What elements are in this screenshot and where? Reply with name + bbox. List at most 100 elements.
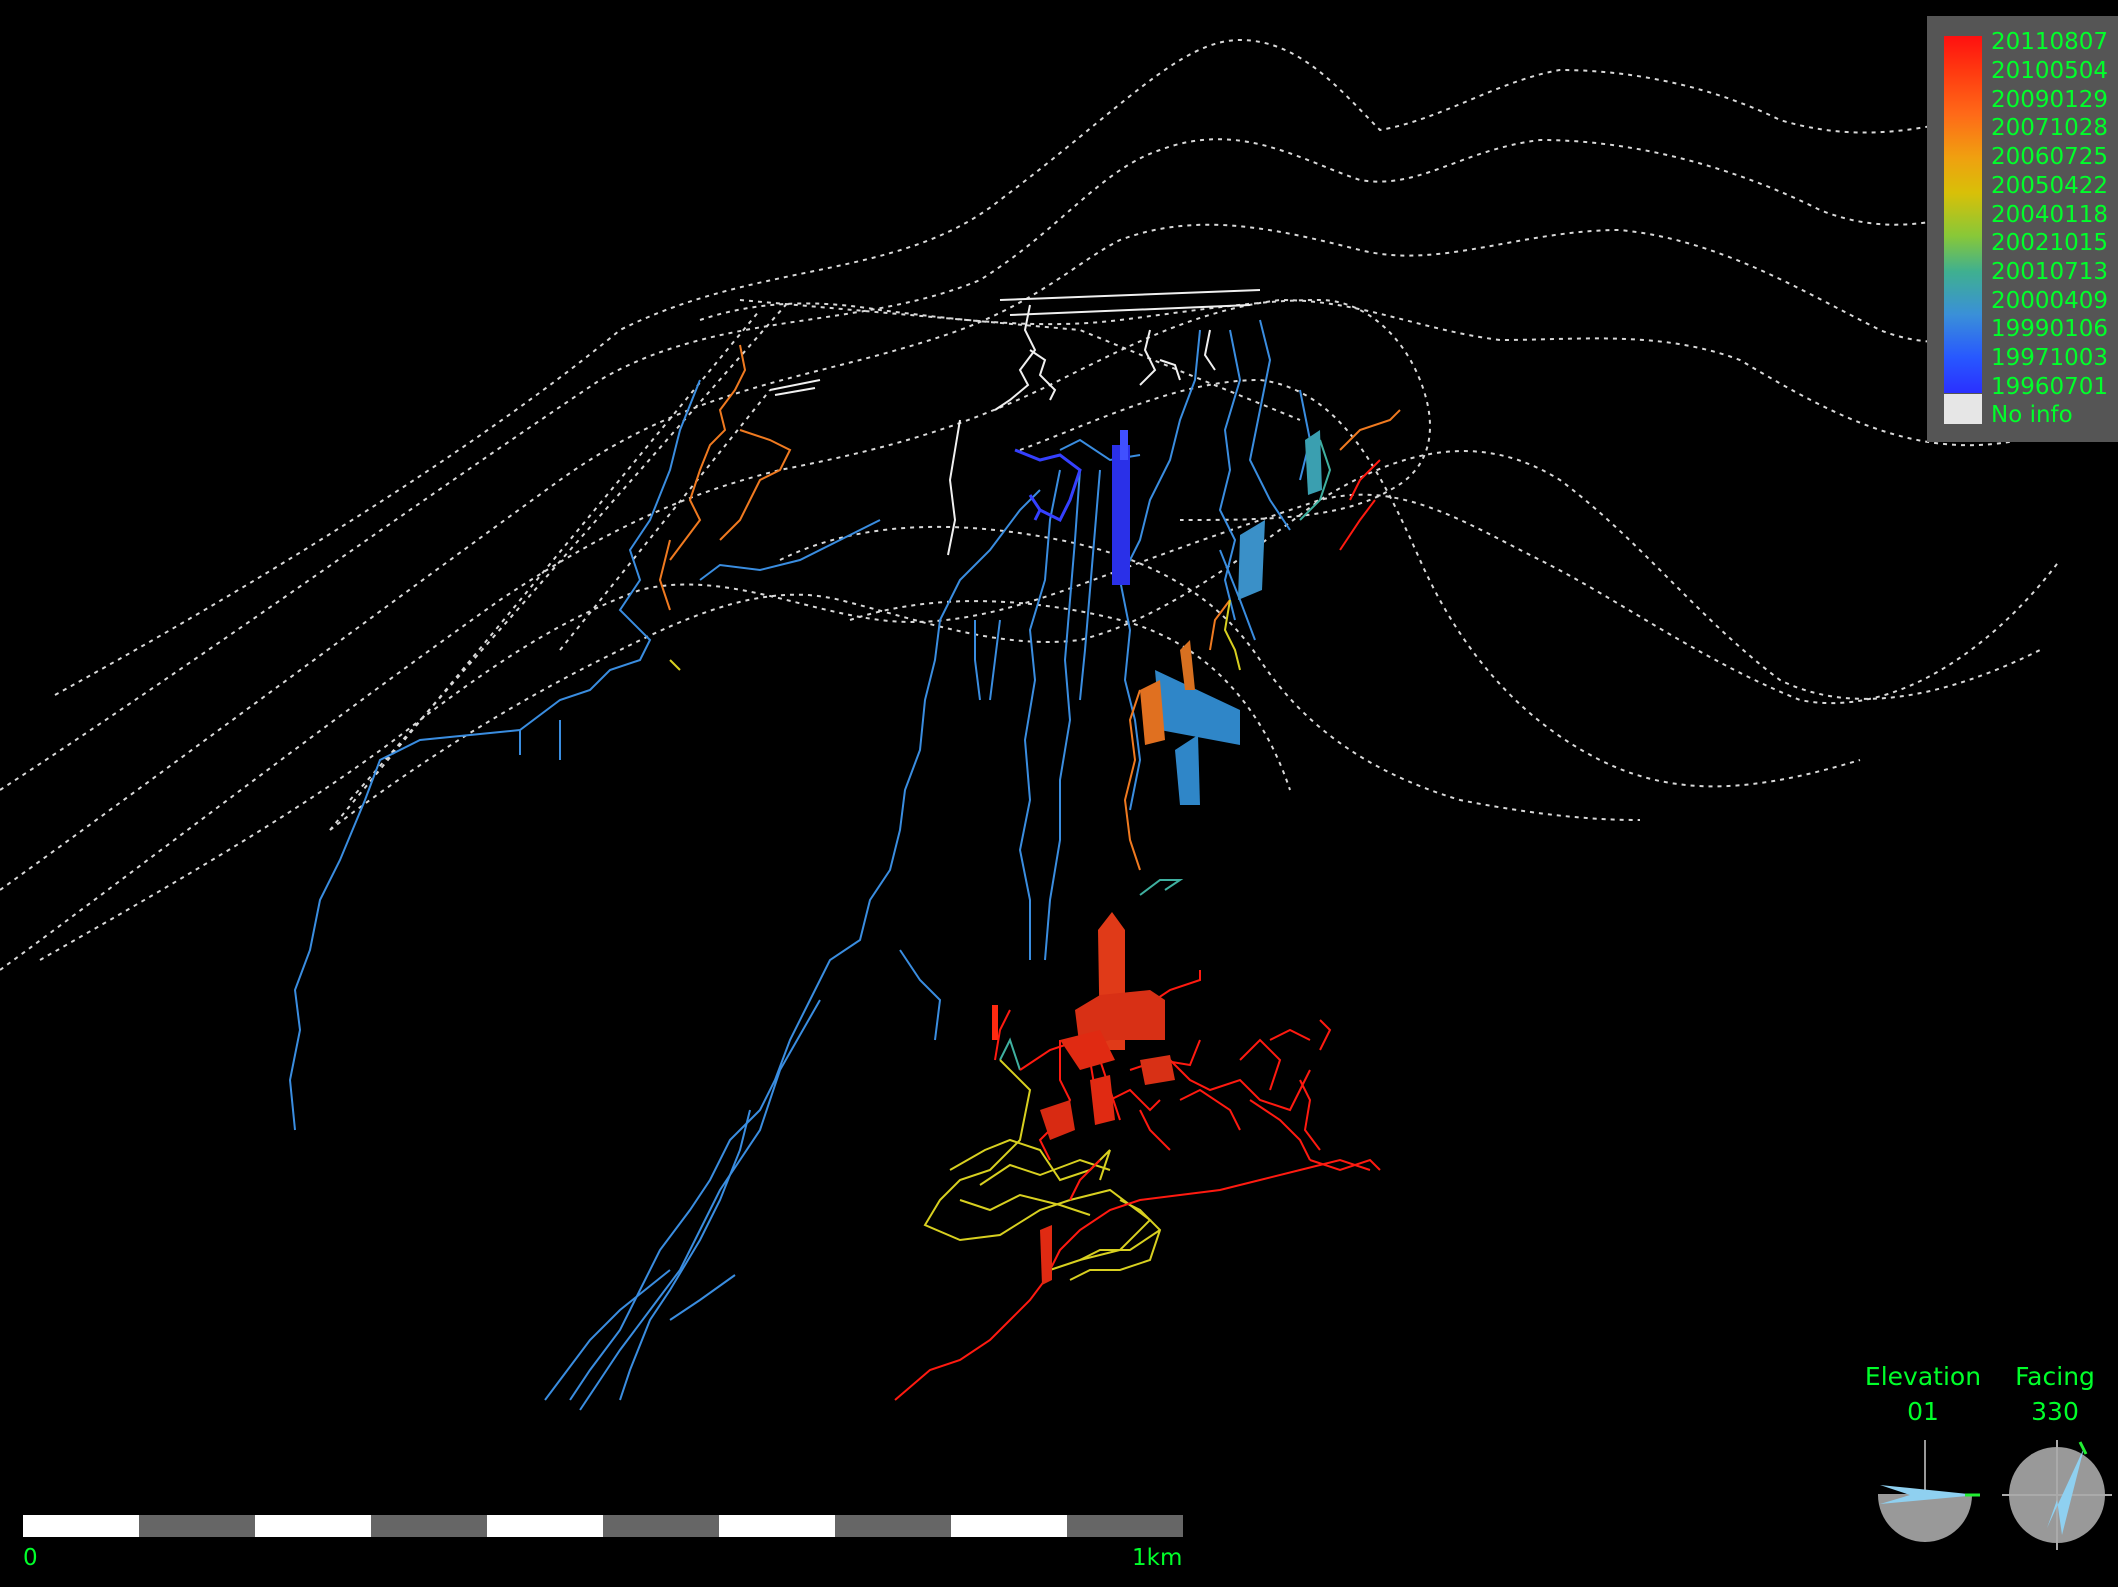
chamber	[1040, 1100, 1075, 1140]
scale-segment	[1067, 1515, 1183, 1537]
passage-line	[923, 1059, 1152, 1271]
contour-line	[329, 450, 2041, 831]
passage-line	[1299, 439, 1332, 521]
passage-line	[894, 1158, 1371, 1401]
passage-line	[1219, 549, 1256, 641]
scale-segment	[835, 1515, 951, 1537]
passage-line	[999, 289, 1261, 301]
passage-line	[1248, 319, 1291, 531]
chamber	[1120, 430, 1128, 460]
passage-line	[669, 659, 681, 671]
chamber-orange	[1140, 640, 1195, 745]
chamber	[1180, 640, 1195, 690]
chamber	[1305, 430, 1322, 495]
scale-segment	[23, 1515, 139, 1537]
contour-line	[349, 299, 791, 801]
contour-line	[699, 298, 1431, 521]
passage-line	[544, 1269, 671, 1401]
elevation-arrow-icon	[1880, 1485, 1978, 1504]
passage-line	[959, 1193, 1091, 1216]
passage-line	[1159, 359, 1181, 381]
scale-segment	[603, 1515, 719, 1537]
compass-north-indicator	[2078, 1441, 2088, 1455]
legend-date-label: 20071028	[1991, 115, 2109, 141]
passage-line	[1044, 469, 1081, 961]
passage-line	[699, 519, 881, 581]
passage-line	[1299, 1079, 1321, 1151]
chamber	[992, 1005, 998, 1040]
legend-date-label: 20050422	[1991, 173, 2109, 199]
legend-date-label: 19990106	[1991, 316, 2109, 342]
passages-1996-2001	[288, 319, 1312, 1411]
chamber	[1238, 520, 1265, 600]
passage-line	[1038, 1040, 1072, 1161]
passages-2000-2002	[999, 439, 1332, 1071]
passage-line	[1123, 689, 1141, 871]
scale-segment	[255, 1515, 371, 1537]
legend-no-info-label: No info	[1991, 402, 2073, 428]
passage-line	[1339, 499, 1376, 551]
legend-date-label: 20060725	[1991, 144, 2109, 170]
passage-line	[1009, 304, 1251, 316]
passage-line	[994, 304, 1037, 411]
scale-bar	[23, 1515, 1183, 1537]
passage-line	[569, 489, 1041, 1401]
contour-line	[0, 138, 2118, 791]
elevation-dial[interactable]	[1870, 1440, 1980, 1550]
legend-date-label: 19960701	[1991, 374, 2109, 400]
passage-line	[1029, 349, 1057, 401]
chamber	[1060, 1030, 1115, 1070]
passage-line	[1014, 448, 1082, 523]
contour-line	[849, 600, 1291, 791]
chamber-teal-shafts	[1155, 430, 1322, 805]
passage-line	[974, 620, 981, 701]
legend-date-label: 20010713	[1991, 259, 2109, 285]
passage-line	[1139, 879, 1184, 896]
contour-line	[559, 389, 771, 651]
chamber	[1175, 735, 1200, 805]
legend-date-label: 20090129	[1991, 87, 2109, 113]
scale-end-label: 1km	[1132, 1545, 1183, 1571]
contour-line	[739, 299, 1301, 421]
passage-line	[999, 1037, 1021, 1071]
passage-line	[1139, 1109, 1171, 1151]
passage-line	[1349, 459, 1381, 501]
passage-line	[658, 539, 671, 611]
passage-line	[989, 619, 1001, 701]
passage-line	[1319, 1019, 1332, 1051]
chamber	[1155, 670, 1240, 745]
legend-date-label: 20000409	[1991, 288, 2109, 314]
passage-line	[1169, 1059, 1311, 1112]
passage-line	[947, 419, 961, 556]
legend-color-gradient	[1944, 36, 1982, 393]
passages-1996-1997	[1014, 448, 1082, 523]
chamber	[1112, 445, 1130, 585]
passage-line	[1309, 1158, 1381, 1172]
passage-line	[579, 999, 821, 1411]
date-color-legend: 20110807 20100504 20090129 20071028 2006…	[1927, 16, 2118, 442]
passage-line	[1069, 1159, 1101, 1201]
legend-date-label: 20110807	[1991, 29, 2109, 55]
passages-2006-2009	[658, 344, 1401, 871]
legend-date-label: 20021015	[1991, 230, 2109, 256]
passage-line	[979, 1158, 1111, 1186]
scale-segment	[951, 1515, 1067, 1537]
passage-line	[899, 949, 942, 1041]
passage-line	[669, 344, 747, 561]
scale-start-label: 0	[23, 1545, 38, 1571]
scale-segment	[487, 1515, 603, 1537]
chamber	[1140, 680, 1165, 745]
passage-line	[1209, 599, 1231, 651]
chamber	[1040, 1225, 1052, 1285]
facing-label: Facing	[2015, 1362, 2095, 1391]
scale-segment	[371, 1515, 487, 1537]
passage-line	[719, 429, 792, 541]
facing-compass[interactable]	[2002, 1440, 2112, 1550]
passage-line	[1018, 469, 1061, 960]
passage-line	[1079, 469, 1101, 701]
contour-line	[39, 493, 2061, 961]
passages-no-info	[769, 289, 1261, 556]
passage-line	[619, 1109, 751, 1401]
chamber	[1140, 1055, 1175, 1085]
